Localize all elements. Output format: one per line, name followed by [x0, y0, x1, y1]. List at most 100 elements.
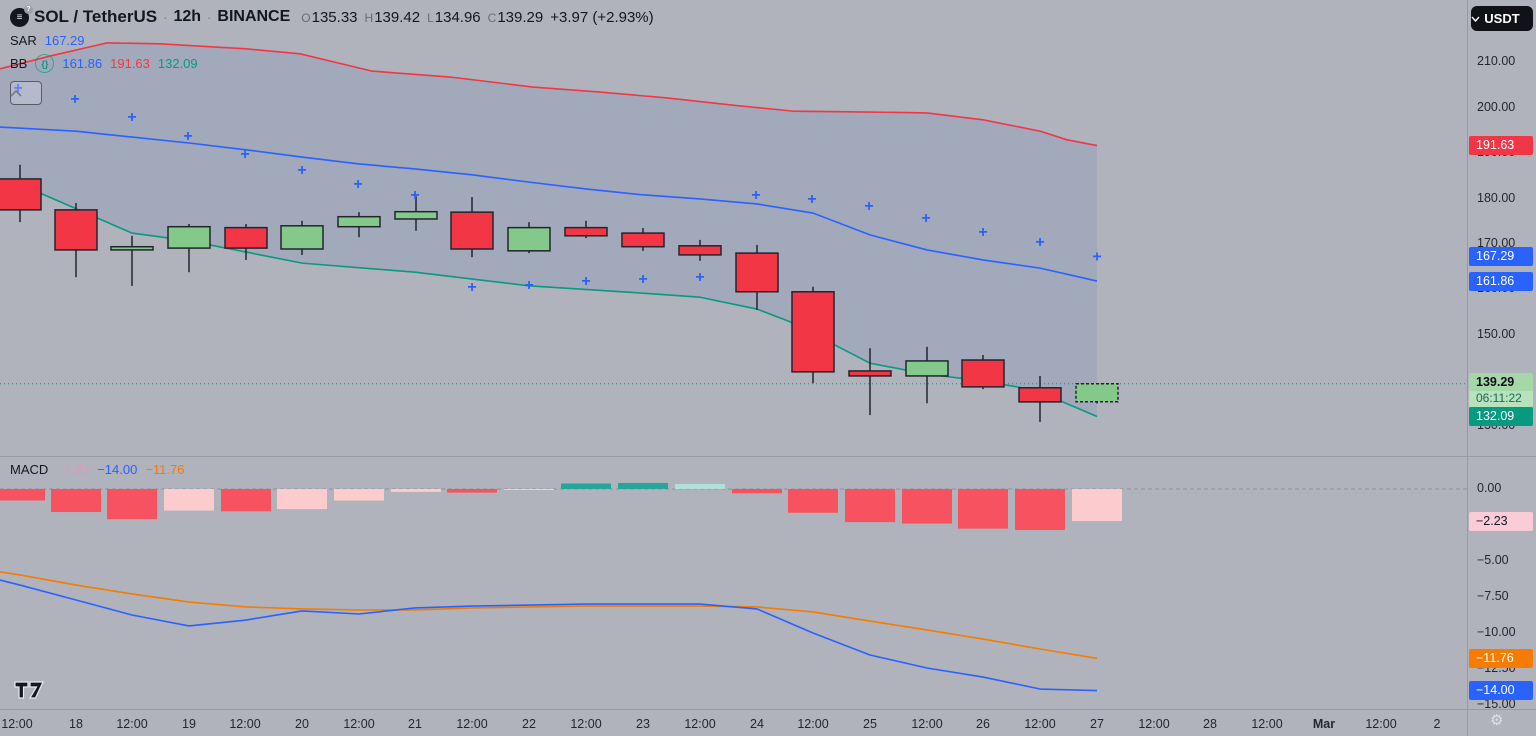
- macd-histogram-bar: [561, 483, 611, 489]
- macd-axis-label: 0.00: [1477, 481, 1502, 495]
- time-axis-label: 12:00: [1024, 717, 1056, 731]
- price-badge: −11.76: [1469, 648, 1533, 668]
- candle-body: [507, 226, 551, 252]
- bb-lower-value: 132.09: [157, 56, 198, 71]
- candle-body: [848, 370, 892, 377]
- macd-histogram-bar: [845, 489, 895, 523]
- time-axis-label: 27: [1090, 717, 1104, 731]
- sar-point-icon: +: [467, 279, 476, 296]
- price-axis-label: 200.00: [1477, 99, 1516, 114]
- candle: [735, 244, 779, 310]
- macd-signal-line: [0, 571, 1098, 660]
- sar-point-icon: +: [183, 128, 192, 145]
- candle-body: [167, 225, 211, 249]
- candle-body: [110, 245, 154, 251]
- macd-axis-label: −15.00: [1477, 696, 1516, 711]
- candle: [1018, 375, 1062, 422]
- macd-signal-value: −11.76: [145, 462, 185, 477]
- candle-body: [450, 211, 494, 250]
- bb-label: BB: [10, 56, 28, 71]
- candle: [110, 235, 154, 286]
- time-axis-label: 19: [182, 717, 196, 731]
- time-axis-label: 2: [1433, 717, 1441, 731]
- macd-histogram-bar: [732, 489, 782, 494]
- macd-line: [0, 579, 1098, 692]
- time-axis-label: 20: [295, 717, 309, 731]
- sar-point-icon: +: [638, 271, 647, 288]
- candle-body: [961, 359, 1005, 388]
- candle-body: [0, 178, 42, 211]
- candle: [280, 220, 324, 255]
- candle: [905, 346, 949, 404]
- separator-dot: ·: [163, 9, 168, 25]
- macd-histogram-bar: [334, 489, 384, 501]
- sar-point-icon: +: [353, 176, 362, 193]
- sar-point-icon: +: [70, 91, 79, 108]
- time-axis-label: 12:00: [911, 717, 943, 731]
- time-axis-label: 12:00: [229, 717, 261, 731]
- macd-histogram-bar: [164, 489, 214, 511]
- time-axis-label: 28: [1203, 717, 1217, 731]
- macd-pane-chart[interactable]: [0, 457, 1467, 709]
- price-badge: −14.00: [1469, 680, 1533, 700]
- macd-histogram-bar: [902, 489, 952, 524]
- interval-value[interactable]: 12h: [173, 8, 202, 25]
- chevron-up-icon: [10, 89, 22, 97]
- time-axis-label: 24: [750, 717, 764, 731]
- sar-point-icon: +: [1035, 234, 1044, 251]
- macd-histogram-bar: [221, 489, 271, 512]
- macd-line-value: −14.00: [97, 462, 138, 477]
- sar-point-icon: +: [807, 191, 816, 208]
- macd-histogram-bar: [107, 489, 157, 520]
- candle: [564, 220, 608, 239]
- time-axis-label: 12:00: [797, 717, 829, 731]
- macd-histogram-bar: [1072, 489, 1122, 522]
- price-badge: 161.86: [1469, 271, 1533, 291]
- pane-separator[interactable]: [0, 456, 1536, 457]
- macd-histogram-bar: [1015, 489, 1065, 531]
- sar-point-icon: +: [581, 273, 590, 290]
- bb-upper-band-line: [0, 42, 1098, 147]
- candle-body: [678, 245, 722, 256]
- sar-point-icon: +: [524, 277, 533, 294]
- candle-body: [905, 360, 949, 377]
- candle: [1075, 382, 1119, 404]
- candle: [394, 196, 438, 231]
- price-pane-chart[interactable]: + + + + + + + + + + + + + + + + + + + +: [0, 0, 1467, 456]
- price-axis-label: 150.00: [1477, 327, 1516, 341]
- price-badge: 191.63: [1469, 136, 1533, 156]
- time-axis-label: 12:00: [1, 717, 33, 731]
- sar-point-icon: +: [751, 187, 760, 204]
- macd-label: MACD: [10, 462, 49, 477]
- exchange-name[interactable]: BINANCE: [217, 8, 291, 25]
- sar-point-icon: +: [978, 224, 987, 241]
- collapse-pane-button[interactable]: [10, 81, 42, 105]
- bb-basis-line: [0, 126, 1098, 282]
- candle-body: [621, 232, 665, 248]
- macd-histogram-bar: [447, 489, 497, 493]
- macd-histogram-bar: [0, 489, 45, 501]
- bar-countdown-timer: 06:11:22: [1469, 391, 1533, 407]
- bb-indicator-row[interactable]: BB {} 161.86 191.63 132.09: [10, 54, 654, 73]
- macd-axis-label: −7.50: [1477, 588, 1509, 603]
- time-axis-label: 23: [636, 717, 650, 731]
- candle-body: [224, 226, 268, 249]
- macd-histogram-bar: [675, 483, 725, 489]
- sar-point-icon: +: [297, 162, 306, 179]
- macd-axis-label: −5.00: [1477, 552, 1509, 567]
- macd-histogram-bar: [958, 489, 1008, 529]
- symbol-name[interactable]: SOL / TetherUS: [34, 7, 158, 26]
- ohlc-values: O135.33 H139.42 L134.96 C139.29 +3.97 (+…: [301, 8, 654, 26]
- axis-settings-gear-icon[interactable]: ⚙: [1490, 712, 1504, 729]
- macd-histogram-bar: [504, 489, 554, 490]
- currency-toggle-button[interactable]: USDT: [1471, 6, 1533, 31]
- macd-histogram-bar: [391, 489, 441, 492]
- candle: [54, 203, 98, 278]
- sar-indicator-row[interactable]: SAR 167.29: [10, 33, 654, 48]
- last-price-countdown-badge: 139.29 06:11:22: [1469, 373, 1533, 407]
- sol-logo-icon: ≡ ?: [10, 4, 33, 27]
- macd-indicator-row[interactable]: MACD −2.23 −14.00 −11.76: [10, 462, 184, 477]
- time-axis-label: 12:00: [1365, 717, 1397, 731]
- candle: [621, 228, 665, 251]
